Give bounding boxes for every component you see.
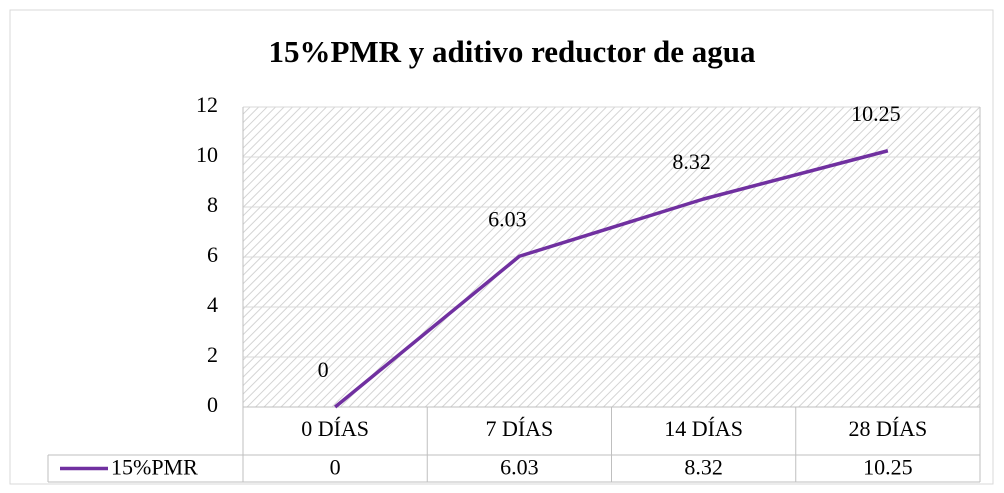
table-value: 0: [330, 455, 341, 480]
data-label: 8.32: [672, 149, 711, 174]
data-label: 6.03: [488, 206, 527, 231]
y-tick-label: 0: [207, 392, 218, 417]
y-tick-label: 6: [207, 242, 218, 267]
y-tick-label: 4: [207, 292, 218, 317]
data-label: 0: [318, 357, 329, 382]
table-value: 6.03: [500, 455, 539, 480]
legend-label: 15%PMR: [111, 455, 198, 480]
x-tick-label: 14 DÍAS: [664, 416, 743, 441]
x-tick-label: 7 DÍAS: [485, 416, 553, 441]
y-tick-label: 10: [196, 142, 218, 167]
table-value: 10.25: [863, 455, 913, 480]
y-tick-label: 8: [207, 192, 218, 217]
line: [334, 149, 889, 409]
x-tick-label: 0 DÍAS: [301, 416, 369, 441]
table-value: 8.32: [684, 455, 723, 480]
data-label: 10.25: [851, 101, 901, 126]
y-tick-label: 12: [196, 92, 218, 117]
x-tick-label: 28 DÍAS: [848, 416, 927, 441]
y-tick-label: 2: [207, 342, 218, 367]
chart-title: 15%PMR y aditivo reductor de agua: [268, 34, 756, 69]
